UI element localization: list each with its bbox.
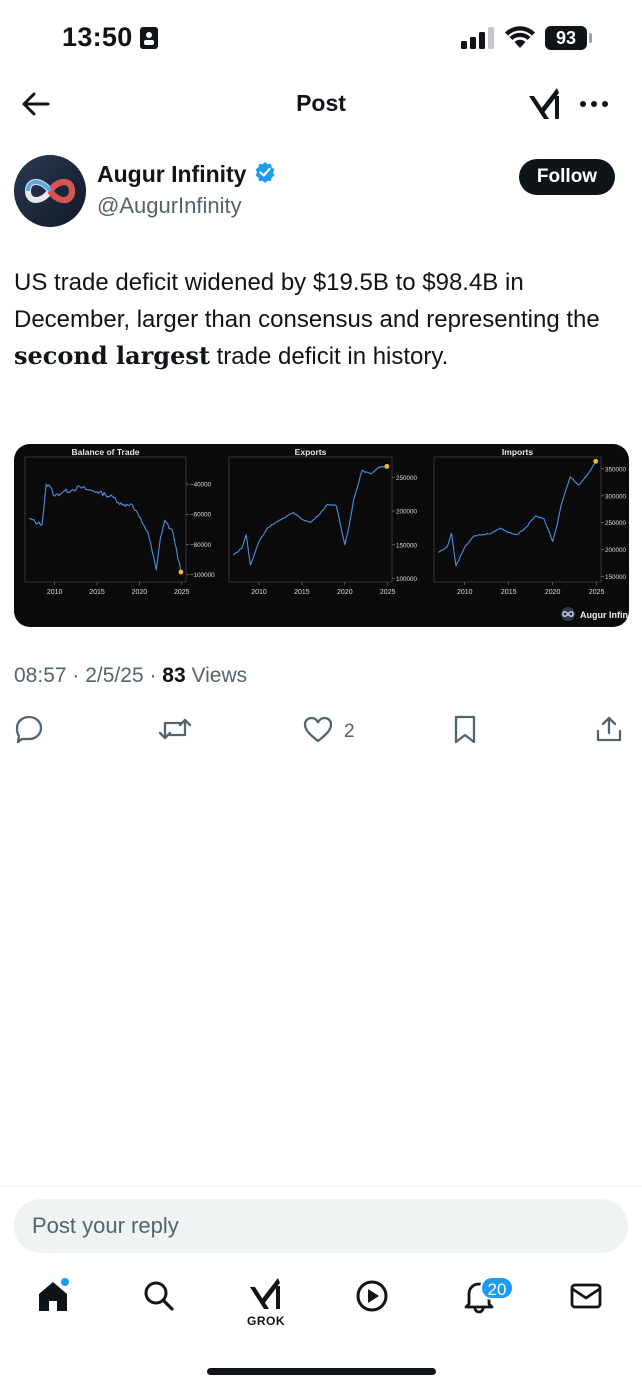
latest-value-point [178,569,184,575]
x-tick-label: 2020 [132,589,148,596]
y-tick-label: 200000 [396,509,418,516]
chart-frame [24,456,187,583]
home-indicator [207,1368,436,1375]
x-tick-label: 2015 [501,589,517,596]
verified-badge-icon [254,161,276,188]
home-icon [35,1278,71,1319]
bookmark-button[interactable] [452,712,478,752]
messages-icon [569,1281,603,1316]
chart-frame [228,456,393,583]
action-bar: 2 [0,712,642,752]
x-tick-label: 2025 [380,589,396,596]
tab-grok[interactable] [244,1274,288,1318]
post-text-part2: trade deficit in history. [209,343,449,370]
grok-icon [247,1277,285,1316]
latest-value-point [593,458,599,464]
watermark-text: Augur Infinity [580,610,629,620]
chart-title: Imports [502,447,533,457]
latest-value-point [384,464,390,469]
y-tick-label: 150000 [605,574,627,581]
tab-search[interactable] [137,1276,181,1320]
watermark: Augur Infinity [561,607,629,621]
chart-title: Balance of Trade [71,447,139,457]
x-tick-label: 2020 [337,589,353,596]
author-row: Augur Infinity @AugurInfinity Follow [14,155,628,229]
series-line [29,483,182,573]
like-button[interactable]: 2 [302,712,355,752]
notification-badge: 20 [480,1276,514,1300]
x-tick-label: 2010 [457,589,473,596]
x-tick-label: 2020 [545,589,561,596]
x-tick-label: 2010 [47,589,63,596]
y-tick-label: 250000 [396,475,418,482]
follow-button[interactable]: Follow [519,159,615,195]
post-image[interactable]: Balance of Trade 2010 2015 2020 2025 −40000 −6… [14,444,629,627]
bookmark-icon [452,714,478,750]
reply-icon [14,714,44,750]
y-tick-label: −100000 [190,572,215,579]
share-button[interactable] [594,712,624,752]
repost-button[interactable] [158,712,202,752]
status-bar: 13:50 93 [0,0,642,76]
chart-title: Exports [295,447,327,457]
post-text: US trade deficit widened by $19.5B to $9… [14,265,624,376]
author-handle[interactable]: @AugurInfinity [97,193,242,218]
views-count: 83 [162,664,186,687]
id-card-icon [140,27,158,54]
tab-bar: GROK 20 [0,1268,642,1338]
series-line [438,461,597,567]
x-tick-label: 2025 [174,589,190,596]
y-tick-label: −40000 [190,482,212,489]
reply-divider [0,1186,642,1187]
y-tick-label: −60000 [190,512,212,519]
post-meta: 08:57 · 2/5/25 · 83 Views [14,664,248,687]
battery-tip [589,33,592,43]
y-tick-label: −80000 [190,542,212,549]
signal-icon [461,27,495,54]
status-time: 13:50 [62,22,133,52]
x-tick-label: 2025 [589,589,605,596]
video-icon [354,1278,390,1319]
y-tick-label: 150000 [396,542,418,549]
like-icon [302,714,334,750]
x-tick-label: 2015 [294,589,310,596]
y-tick-label: 350000 [605,466,627,473]
reply-box[interactable] [14,1199,628,1253]
y-tick-label: 250000 [605,520,627,527]
post-text-part1: US trade deficit widened by $19.5B to $9… [14,269,600,333]
reply-button[interactable] [14,712,54,752]
avatar[interactable] [14,155,86,227]
chart-frame [433,456,602,583]
tab-video[interactable] [350,1276,394,1320]
post-date: 2/5/25 [85,664,144,687]
grok-label: GROK [247,1314,285,1328]
grok-icon[interactable] [526,86,564,122]
y-tick-label: 100000 [396,576,418,583]
x-tick-label: 2010 [251,589,267,596]
tab-home[interactable] [31,1276,75,1320]
reply-input[interactable] [14,1199,628,1253]
y-tick-label: 300000 [605,493,627,500]
y-tick-label: 200000 [605,547,627,554]
tab-messages[interactable] [564,1276,608,1320]
share-icon [594,714,624,750]
charts-figure: Balance of Trade 2010 2015 2020 2025 −40000 −6… [24,447,629,621]
back-arrow-icon[interactable] [18,88,54,120]
like-count: 2 [344,721,355,742]
x-tick-label: 2015 [89,589,105,596]
more-icon[interactable] [578,90,610,118]
author-name-row: Augur Infinity [97,161,276,188]
repost-icon [158,714,192,750]
views-label: Views [191,664,248,687]
series-line [232,465,388,566]
battery-icon: 93 [545,26,587,50]
home-new-dot [60,1277,70,1287]
author-name[interactable]: Augur Infinity [97,161,247,187]
search-icon [142,1279,176,1318]
watermark-logo-icon [561,607,575,621]
post-text-bold: second largest [14,341,210,370]
wifi-icon [504,25,536,54]
nav-bar: Post [0,76,642,132]
post-time: 08:57 [14,664,67,687]
